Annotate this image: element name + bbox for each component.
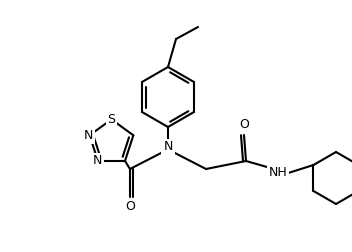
- Text: S: S: [107, 113, 115, 126]
- Text: N: N: [163, 141, 173, 153]
- Text: N: N: [84, 129, 93, 142]
- Text: NH: NH: [269, 167, 287, 179]
- Text: O: O: [125, 201, 135, 213]
- Text: O: O: [239, 118, 249, 132]
- Text: N: N: [92, 154, 102, 168]
